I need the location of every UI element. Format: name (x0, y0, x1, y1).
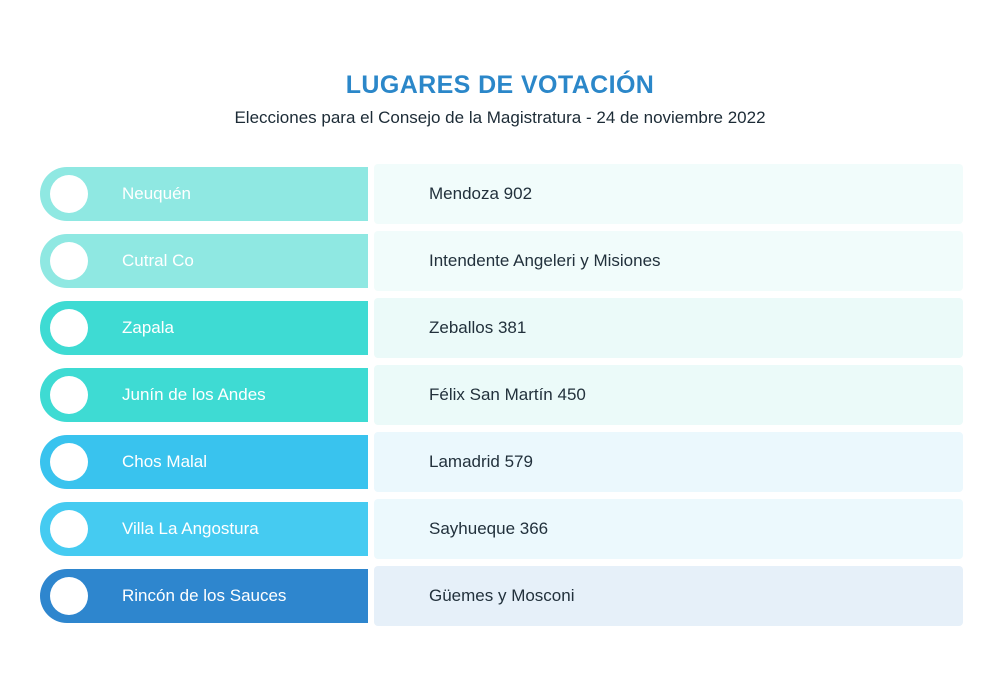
city-label: Cutral Co (122, 251, 194, 270)
address-label: Intendente Angeleri y Misiones (429, 251, 661, 270)
address-band: Mendoza 902 (374, 164, 963, 224)
address-band: Zeballos 381 (374, 298, 963, 358)
bullet-circle-icon (50, 309, 88, 347)
city-pill: Rincón de los Sauces (40, 569, 368, 623)
city-label: Junín de los Andes (122, 385, 266, 404)
address-band: Güemes y Mosconi (374, 566, 963, 626)
city-pill: Neuquén (40, 167, 368, 221)
bullet-circle-icon (50, 376, 88, 414)
city-pill: Zapala (40, 301, 368, 355)
address-label: Lamadrid 579 (429, 452, 533, 471)
city-pill: Cutral Co (40, 234, 368, 288)
address-label: Sayhueque 366 (429, 519, 549, 538)
city-pill: Chos Malal (40, 435, 368, 489)
address-label: Félix San Martín 450 (429, 385, 586, 404)
page-title: LUGARES DE VOTACIÓN (345, 71, 655, 99)
city-label: Chos Malal (122, 452, 208, 471)
bullet-circle-icon (50, 510, 88, 548)
address-band: Lamadrid 579 (374, 432, 963, 492)
bullet-circle-icon (50, 175, 88, 213)
city-label: Zapala (122, 318, 174, 337)
city-pill: Junín de los Andes (40, 368, 368, 422)
bullet-circle-icon (50, 577, 88, 615)
page-subtitle: Elecciones para el Consejo de la Magistr… (234, 108, 766, 127)
locations-list: Mendoza 902 Neuquén Intendente Angeleri … (40, 164, 963, 626)
location-row: Lamadrid 579 Chos Malal (40, 432, 963, 492)
address-band: Sayhueque 366 (374, 499, 963, 559)
location-row: Intendente Angeleri y Misiones Cutral Co (40, 231, 963, 291)
address-label: Güemes y Mosconi (429, 586, 575, 605)
header: LUGARES DE VOTACIÓN Elecciones para el C… (0, 0, 1000, 130)
location-row: Zeballos 381 Zapala (40, 298, 963, 358)
bullet-circle-icon (50, 443, 88, 481)
city-label: Neuquén (122, 184, 192, 203)
address-band: Intendente Angeleri y Misiones (374, 231, 963, 291)
address-label: Mendoza 902 (429, 184, 533, 203)
address-label: Zeballos 381 (429, 318, 527, 337)
location-row: Güemes y Mosconi Rincón de los Sauces (40, 566, 963, 626)
location-row: Sayhueque 366 Villa La Angostura (40, 499, 963, 559)
location-row: Mendoza 902 Neuquén (40, 164, 963, 224)
location-row: Félix San Martín 450 Junín de los Andes (40, 365, 963, 425)
city-label: Rincón de los Sauces (122, 586, 287, 605)
city-label: Villa La Angostura (122, 519, 259, 538)
address-band: Félix San Martín 450 (374, 365, 963, 425)
bullet-circle-icon (50, 242, 88, 280)
city-pill: Villa La Angostura (40, 502, 368, 556)
